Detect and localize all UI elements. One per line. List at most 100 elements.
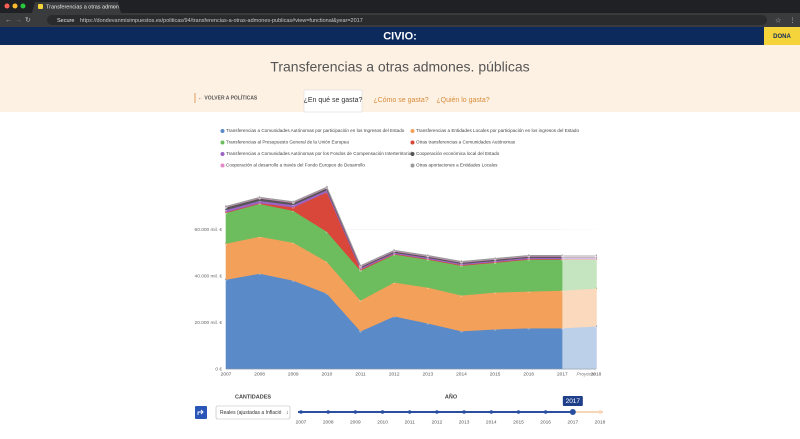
slider-year-label: 2018 bbox=[595, 419, 606, 425]
slider-year-label: 2011 bbox=[405, 419, 416, 425]
reload[interactable]: ↻ bbox=[25, 17, 31, 24]
legend-swatch bbox=[410, 140, 415, 145]
legend-label: Transferencias a Entidades Locales por p… bbox=[416, 128, 579, 133]
x-tick-label: 2015 bbox=[490, 371, 501, 377]
x-tick-label: 2018 bbox=[591, 371, 602, 377]
donate-label[interactable]: DONA bbox=[773, 34, 791, 40]
url-field[interactable] bbox=[47, 15, 767, 25]
back-link[interactable]: ← VOLVER A POLÍTICAS bbox=[198, 93, 258, 101]
selected-year: 2017 bbox=[566, 398, 581, 405]
slider-year-label: 2010 bbox=[377, 419, 388, 425]
share-button[interactable] bbox=[195, 406, 207, 419]
x-tick-label: 2016 bbox=[523, 371, 534, 377]
tab-bar bbox=[0, 0, 800, 13]
selected-year-box bbox=[562, 396, 583, 406]
slider-stop bbox=[299, 410, 303, 414]
tab-active[interactable] bbox=[303, 89, 363, 113]
slider-stop bbox=[435, 410, 439, 414]
slider-year-label: 2013 bbox=[459, 419, 470, 425]
window-minimize[interactable] bbox=[12, 3, 18, 9]
slider-stop bbox=[407, 410, 412, 414]
slider-stop bbox=[543, 410, 548, 414]
point bbox=[527, 254, 530, 257]
slider-stop bbox=[569, 409, 576, 415]
slider-year-label: 2016 bbox=[540, 419, 551, 425]
select-arrow: ↕ bbox=[286, 410, 289, 416]
logo[interactable]: CIVIO: bbox=[383, 30, 417, 42]
url: https://dondevanmisimpuestos.es/politica… bbox=[80, 18, 363, 24]
slider-stop bbox=[598, 410, 602, 414]
point bbox=[359, 264, 362, 267]
projection-label: Proyecto bbox=[577, 371, 596, 377]
slider-year-label: 2012 bbox=[432, 419, 443, 425]
point bbox=[460, 260, 463, 263]
slider-year-label: 2007 bbox=[296, 419, 307, 425]
chart: Transferencias a Comunidades Autónomas p… bbox=[195, 128, 602, 377]
y-tick-label: 0 € bbox=[215, 366, 222, 372]
slider-stop bbox=[462, 410, 466, 414]
controls: Reales (ajustadas a Inflació ↕ CANTIDADE… bbox=[195, 393, 606, 425]
legend-label: Transferencias a Comunidades Autónomas p… bbox=[226, 128, 405, 133]
point bbox=[292, 200, 295, 203]
tab-close[interactable]: × bbox=[112, 4, 115, 10]
point bbox=[493, 257, 497, 260]
legend-label: Cooperación al desarrollo a través del F… bbox=[226, 163, 365, 168]
tab-favicon bbox=[38, 4, 43, 9]
share-icon bbox=[197, 409, 204, 415]
tab[interactable] bbox=[32, 2, 121, 13]
legend-swatch bbox=[220, 129, 225, 133]
slider-year-label: 2009 bbox=[350, 419, 361, 425]
projection-shade bbox=[562, 183, 596, 369]
legend-label: Otras transferencias a Comunidades Autón… bbox=[416, 140, 516, 145]
window-zoom[interactable] bbox=[20, 3, 26, 9]
tab-label[interactable]: ¿Quién lo gasta? bbox=[436, 97, 489, 104]
site-header bbox=[0, 27, 800, 45]
slider-stop bbox=[489, 410, 494, 414]
slider-stop bbox=[326, 410, 330, 414]
slider-stop bbox=[380, 410, 385, 414]
x-tick-label: 2017 bbox=[557, 371, 568, 377]
y-tick-label: 20.000 mil. € bbox=[195, 320, 223, 326]
point bbox=[258, 195, 261, 199]
x-tick-label: 2010 bbox=[322, 371, 333, 377]
slider-stop bbox=[516, 410, 521, 414]
x-tick-label: 2014 bbox=[456, 371, 467, 377]
y-tick-label: 60.000 mil. € bbox=[195, 227, 223, 233]
legend-label: Otras aportaciones a Entidades Locales bbox=[416, 163, 498, 168]
amounts-select[interactable] bbox=[215, 405, 291, 420]
legend-swatch bbox=[220, 152, 225, 156]
amounts-label: CANTIDADES bbox=[235, 394, 271, 400]
tab-label[interactable]: ¿En qué se gasta? bbox=[304, 97, 363, 104]
tab-label[interactable]: ¿Cómo se gasta? bbox=[373, 97, 428, 104]
legend-swatch bbox=[220, 140, 225, 145]
slider-year-label: 2008 bbox=[323, 419, 334, 425]
window-close[interactable] bbox=[4, 3, 10, 9]
nav-back[interactable]: ← bbox=[5, 17, 12, 24]
legend-swatch bbox=[410, 163, 415, 168]
legend-swatch bbox=[410, 152, 415, 156]
legend-label: Transferencias al Presupuesto General de… bbox=[226, 140, 349, 145]
bookmark-star[interactable]: ☆ bbox=[775, 16, 781, 24]
tab-title: Transferencias a otras admon bbox=[46, 4, 119, 10]
secure-label: Secure bbox=[57, 18, 74, 24]
slider-year-label: 2015 bbox=[513, 419, 524, 425]
slider-year-label: 2014 bbox=[486, 419, 497, 425]
legend-label: Cooperación económica local del Estado bbox=[416, 151, 500, 156]
x-tick-label: 2013 bbox=[422, 371, 433, 377]
nav-forward[interactable]: → bbox=[15, 17, 22, 24]
amounts-select-label[interactable]: Reales (ajustadas a Inflació bbox=[220, 410, 282, 416]
x-tick-label: 2011 bbox=[355, 371, 366, 377]
slider-year-label: 2017 bbox=[567, 419, 578, 425]
slider-stop bbox=[353, 410, 358, 414]
legend-label: Transferencias a Comunidades Autónomas p… bbox=[226, 151, 412, 156]
point bbox=[325, 185, 329, 189]
page-header bbox=[0, 45, 800, 112]
donate-button[interactable] bbox=[764, 27, 800, 45]
x-tick-label: 2012 bbox=[389, 371, 400, 377]
browser-menu[interactable]: ⋮ bbox=[789, 17, 796, 24]
page-title: Transferencias a otras admones. públicas bbox=[270, 59, 529, 75]
point bbox=[392, 248, 396, 252]
y-tick-label: 40.000 mil. € bbox=[195, 273, 223, 279]
